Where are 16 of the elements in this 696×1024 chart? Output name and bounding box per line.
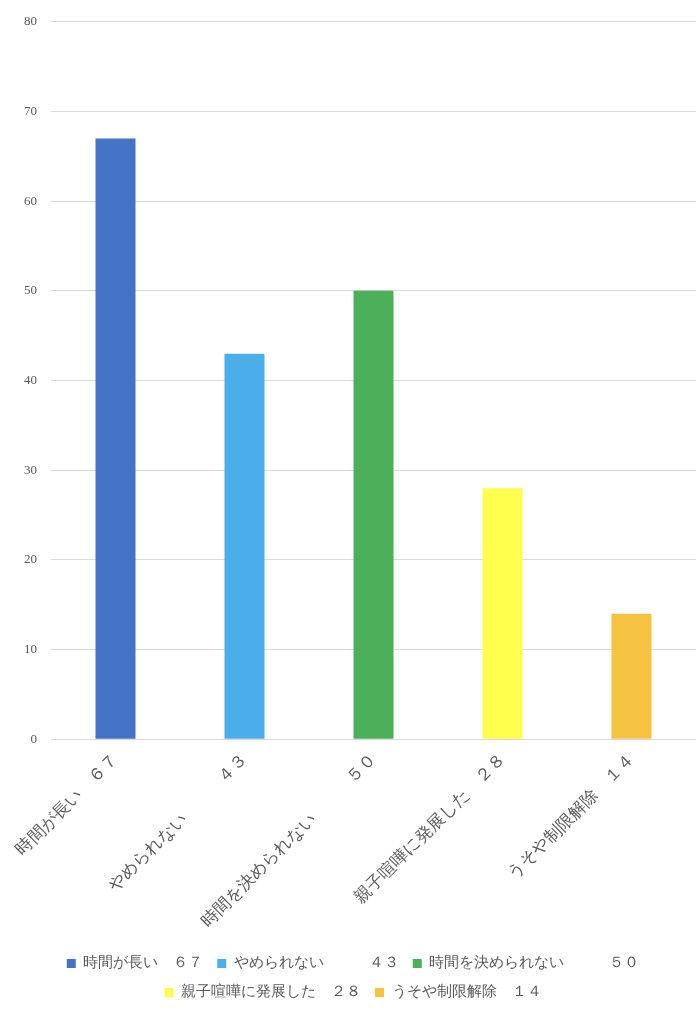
y-tick-label: 10 xyxy=(24,641,37,657)
y-tick-label: 80 xyxy=(24,13,37,29)
legend-label: 時間を決められない ５０ xyxy=(429,954,640,971)
y-tick-label: 50 xyxy=(24,282,37,298)
legend-label: 時間が長い ６７ xyxy=(83,954,204,971)
y-tick-label: 40 xyxy=(24,371,37,387)
y-tick-label: 20 xyxy=(24,551,37,567)
y-tick-label: 30 xyxy=(24,461,37,477)
y-tick-label: 70 xyxy=(24,102,37,118)
legend-label: やめられない ４３ xyxy=(233,954,399,971)
x-tick-label: 時間が長い ６７ xyxy=(11,749,122,859)
x-tick-label: うそや制限解除 １４ xyxy=(503,749,638,883)
legend-label: うそや制限解除 １４ xyxy=(391,983,542,1000)
y-tick-label: 60 xyxy=(24,192,37,208)
legend-label: 親子喧嘩に発展した ２８ xyxy=(181,983,361,1000)
y-tick-label: 0 xyxy=(30,730,37,746)
